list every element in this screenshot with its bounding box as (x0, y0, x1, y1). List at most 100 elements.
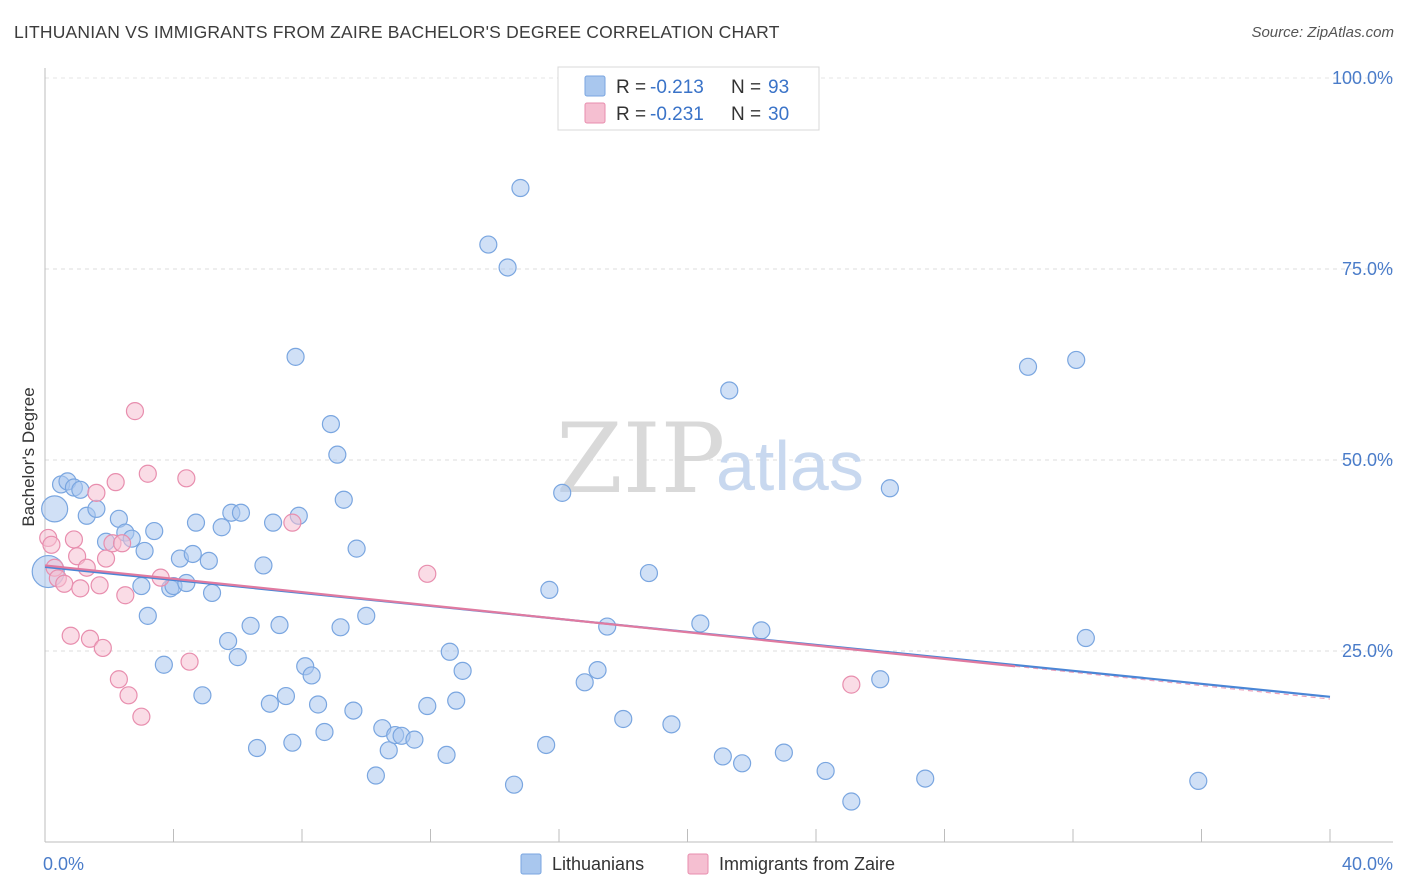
source-credit: Source: ZipAtlas.com (1251, 24, 1394, 41)
watermark-atlas: atlas (716, 427, 864, 505)
legend-swatch-zaire[interactable] (687, 853, 709, 875)
point-lithuanian (479, 235, 498, 254)
legend-n-label: N = (731, 77, 761, 98)
point-lithuanian (177, 573, 196, 593)
point-zaire (119, 686, 138, 705)
point-lithuanian (752, 621, 771, 640)
point-lithuanian (202, 583, 222, 603)
point-lithuanian (328, 445, 347, 464)
point-zaire (177, 469, 196, 488)
point-zaire (106, 473, 125, 492)
point-lithuanian (331, 618, 350, 637)
legend-r-label: R = (616, 104, 646, 125)
point-zaire (77, 558, 96, 577)
point-lithuanian (575, 673, 594, 692)
point-lithuanian (553, 483, 572, 502)
legend-n-label: N = (731, 104, 761, 125)
point-lithuanian (871, 670, 890, 689)
point-lithuanian (440, 642, 459, 661)
legend-swatch-lithuanians[interactable] (520, 853, 542, 875)
point-lithuanian (132, 576, 151, 596)
point-lithuanian (286, 347, 305, 366)
point-zaire (138, 464, 157, 483)
trend-line-zaire (44, 564, 1016, 668)
point-zaire (93, 638, 112, 658)
trend-lines (44, 564, 1331, 700)
legend-label-zaire[interactable]: Immigrants from Zaire (719, 854, 895, 874)
x-tick-label-max: 40.0% (1342, 854, 1393, 874)
point-lithuanian (713, 747, 732, 766)
legend-bottom: Lithuanians Immigrants from Zaire (520, 853, 895, 875)
point-lithuanian (1018, 357, 1038, 376)
point-lithuanian (71, 480, 90, 499)
point-lithuanian (186, 513, 206, 532)
legend-n-value: 93 (768, 77, 789, 98)
scatter-points (31, 178, 1208, 811)
point-lithuanian (1076, 628, 1095, 648)
legend-swatch-lithuanians (584, 75, 606, 97)
point-lithuanian (366, 766, 385, 785)
point-zaire (180, 652, 199, 671)
point-lithuanian (231, 503, 251, 522)
point-lithuanian (347, 539, 366, 558)
watermark: ZIP atlas (556, 403, 864, 515)
point-lithuanian (212, 518, 231, 537)
y-tick-label: 75.0% (1342, 259, 1393, 279)
point-lithuanian (315, 722, 334, 742)
point-lithuanian (816, 761, 835, 781)
point-lithuanian (662, 715, 681, 734)
point-lithuanian (379, 741, 398, 760)
point-lithuanian (614, 709, 633, 729)
point-lithuanian (418, 696, 437, 716)
y-tick-labels: 25.0% 50.0% 75.0% 100.0% (1332, 68, 1393, 661)
point-lithuanian (334, 490, 353, 509)
y-tick-label: 100.0% (1332, 68, 1393, 88)
point-lithuanian (270, 615, 289, 635)
point-lithuanian (321, 414, 341, 434)
point-zaire (842, 675, 861, 694)
point-lithuanian (228, 648, 247, 667)
point-zaire (80, 629, 100, 648)
point-lithuanian (588, 660, 607, 680)
point-lithuanian (241, 616, 260, 635)
point-lithuanian (308, 695, 328, 714)
point-zaire (64, 530, 84, 549)
point-lithuanian (511, 178, 530, 198)
point-lithuanian (154, 655, 173, 674)
point-lithuanian (145, 521, 164, 541)
axes (44, 68, 1393, 843)
point-lithuanian (260, 694, 279, 713)
legend-top: R = -0.213 N = 93 R = -0.231 N = 30 (557, 66, 820, 131)
point-zaire (125, 402, 145, 421)
point-lithuanian (41, 495, 69, 523)
point-lithuanian (405, 730, 424, 749)
point-zaire (418, 564, 437, 583)
point-zaire (116, 586, 135, 605)
point-lithuanian (302, 666, 321, 685)
point-zaire (96, 549, 116, 568)
point-lithuanian (842, 792, 861, 811)
point-lithuanian (135, 541, 154, 561)
chart-title: LITHUANIAN VS IMMIGRANTS FROM ZAIRE BACH… (14, 22, 780, 42)
point-zaire (132, 707, 151, 726)
point-zaire (61, 626, 80, 645)
y-axis-label: Bachelor's Degree (19, 387, 38, 526)
legend-label-lithuanians[interactable]: Lithuanians (552, 854, 644, 874)
y-tick-label: 50.0% (1342, 450, 1393, 470)
point-lithuanian (774, 743, 793, 762)
x-tick-label-min: 0.0% (43, 854, 84, 874)
point-zaire (42, 535, 61, 554)
point-lithuanian (199, 551, 218, 570)
legend-r-value: -0.213 (650, 77, 704, 98)
point-lithuanian (263, 513, 283, 532)
point-lithuanian (540, 580, 559, 599)
point-zaire (87, 483, 106, 502)
point-lithuanian (639, 563, 659, 583)
point-lithuanian (138, 606, 157, 625)
point-zaire (283, 513, 302, 532)
point-lithuanian (447, 691, 466, 710)
legend-swatch-zaire (584, 102, 606, 124)
point-lithuanian (357, 606, 376, 625)
point-zaire (55, 574, 74, 593)
point-lithuanian (733, 754, 752, 773)
